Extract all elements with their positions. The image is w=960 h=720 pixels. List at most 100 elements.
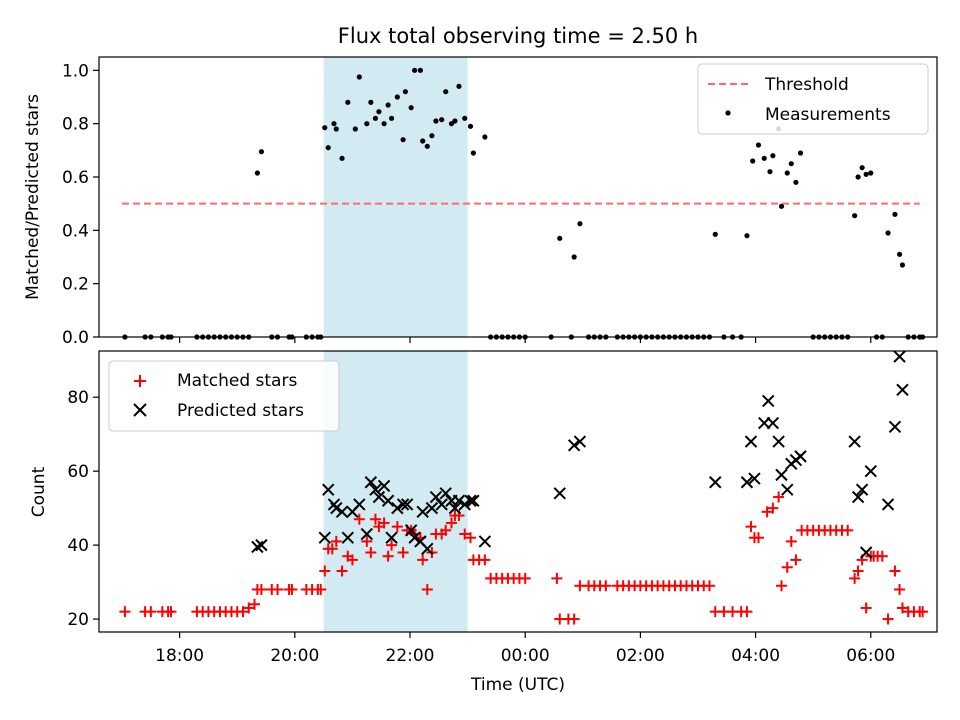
matched-star-point [876, 550, 888, 562]
measurement-point [788, 161, 794, 167]
x-tick-label: 22:00 [386, 646, 435, 666]
matched-star-point [842, 524, 854, 536]
matched-star-point [330, 535, 342, 547]
matched-star-point [361, 535, 373, 547]
measurement-point [868, 170, 874, 176]
measurement-point [896, 251, 903, 257]
matched-star-point [785, 535, 797, 547]
bottom-y-tick-label: 80 [67, 388, 89, 408]
predicted-star-point [416, 505, 429, 519]
measurement-point [852, 213, 858, 219]
predicted-star-point [888, 420, 902, 434]
measurement-point [439, 117, 445, 123]
bottom-x-ticks: 18:00 20:00 22:00 00:00 02:00 04:00 06:00 [155, 632, 895, 666]
matched-star-point [882, 613, 894, 625]
legend-predicted-swatch [133, 403, 147, 417]
predicted-star-point [851, 490, 865, 504]
predicted-star-point [478, 535, 492, 548]
measurement-point [885, 230, 891, 236]
matched-star-point [165, 606, 177, 618]
measurement-point [364, 121, 370, 127]
matched-star-point [365, 547, 377, 559]
measurement-point [767, 169, 773, 175]
x-tick-label: 02:00 [616, 646, 665, 666]
measurement-point [452, 118, 458, 124]
predicted-star-point [251, 540, 264, 554]
measurement-point [331, 121, 337, 127]
x-tick-label: 04:00 [731, 646, 780, 666]
matched-star-point [119, 606, 131, 618]
measurement-point [750, 158, 756, 164]
predicted-star-point [404, 524, 418, 537]
measurement-point [394, 94, 400, 100]
predicted-star-point [766, 416, 780, 430]
top-y-axis-label: Matched/Predicted stars [23, 94, 43, 300]
matched-star-point [326, 543, 338, 555]
measurement-point [385, 102, 391, 108]
matched-star-point [421, 583, 433, 595]
measurement-point [417, 67, 423, 73]
x-tick-label: 00:00 [501, 646, 550, 666]
bottom-highlight-span [323, 351, 468, 632]
predicted-star-point [360, 527, 374, 541]
matched-star-point [860, 602, 872, 614]
top-y-ticks: 0.0 0.2 0.4 0.6 0.8 1.0 [62, 61, 99, 348]
predicted-stars-points [251, 350, 909, 559]
predicted-star-point [439, 487, 452, 500]
measurement-point [467, 123, 474, 129]
predicted-star-point [369, 483, 382, 496]
measurement-point [855, 174, 861, 180]
measurement-point [339, 155, 345, 161]
matched-star-point [346, 554, 358, 566]
matched-star-point [896, 602, 908, 614]
predicted-star-point [553, 487, 566, 500]
measurement-point [345, 99, 351, 105]
predicted-star-point [772, 435, 785, 448]
matched-star-point [781, 561, 793, 573]
top-x-ticks [179, 337, 872, 343]
measurement-point [462, 115, 468, 121]
legend-predicted-label: Predicted stars [177, 401, 304, 421]
top-legend: Threshold Measurements [697, 63, 929, 135]
predicted-star-point [775, 468, 788, 482]
measurement-point [577, 221, 583, 227]
matched-star-point [479, 554, 491, 566]
measurement-point [408, 105, 414, 111]
measurement-point [571, 254, 577, 260]
matched-star-point [767, 502, 779, 514]
bottom-y-axis-label: Count [29, 466, 49, 517]
matched-star-point [249, 598, 261, 610]
top-highlight-span [323, 57, 468, 337]
matched-star-point [319, 565, 331, 577]
predicted-star-point [372, 490, 386, 504]
predicted-star-point [377, 479, 391, 493]
measurement-point [424, 143, 430, 149]
predicted-star-point [255, 538, 268, 552]
matched-star-point [378, 517, 390, 529]
legend-measurements-swatch [725, 110, 731, 116]
predicted-star-point [448, 501, 462, 515]
matched-star-point [852, 565, 864, 577]
matched-star-point [752, 532, 764, 544]
matched-star-point [775, 580, 787, 592]
measurement-point [712, 231, 718, 237]
matched-star-point [243, 602, 255, 614]
predicted-star-point [864, 464, 877, 478]
x-tick-label: 18:00 [155, 646, 204, 666]
measurement-point [892, 211, 898, 217]
measurement-point [433, 118, 439, 124]
predicted-star-point [435, 498, 448, 511]
predicted-star-point [381, 494, 395, 507]
measurement-point [254, 170, 260, 176]
predicted-star-point [748, 472, 761, 485]
predicted-star-point [781, 483, 794, 496]
measurement-point [429, 133, 435, 139]
measurement-point [470, 150, 476, 156]
predicted-star-point [396, 498, 410, 511]
predicted-star-point [859, 546, 873, 559]
x-tick-label: 20:00 [270, 646, 319, 666]
predicted-star-point [335, 505, 349, 519]
top-y-tick-label: 0.4 [62, 221, 89, 241]
matched-star-point [459, 528, 471, 540]
measurement-point [778, 203, 785, 209]
